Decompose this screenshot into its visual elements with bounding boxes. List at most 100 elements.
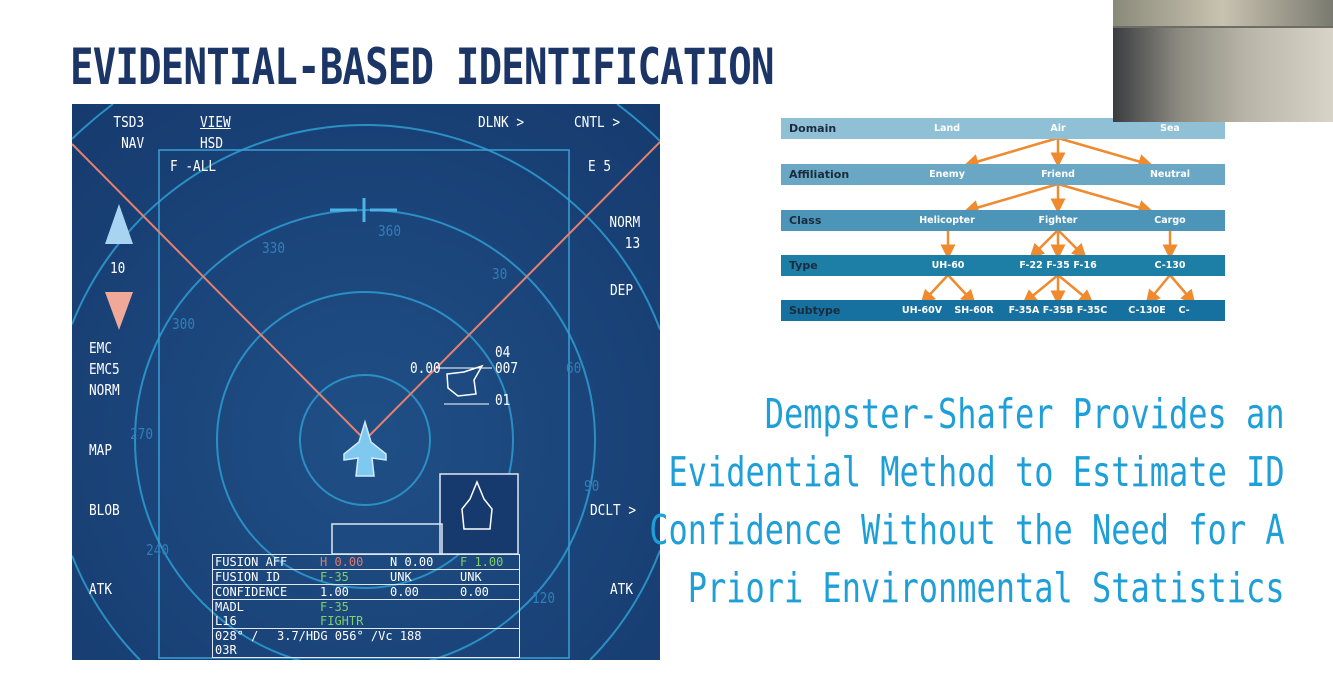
node-f-22: F-22 xyxy=(1019,260,1043,271)
node-f-16: F-16 xyxy=(1073,260,1097,271)
nav-03r: 03R xyxy=(215,643,237,657)
node-c-130e: C-130E xyxy=(1128,305,1166,316)
node-f-35b: F-35B xyxy=(1042,305,1074,316)
node-f-35c: F-35C xyxy=(1076,305,1108,316)
track-id: 01 xyxy=(495,391,511,409)
cntl-button[interactable]: CNTL > xyxy=(574,113,621,131)
cell: CONFIDENCE xyxy=(215,585,288,599)
track-altitude: 04 xyxy=(495,343,511,361)
cell: H 0.00 xyxy=(320,555,364,569)
norm: NORM xyxy=(609,213,640,231)
cell: 1.00 xyxy=(320,585,349,599)
heading-60: 60 xyxy=(566,359,582,377)
heading-240: 240 xyxy=(146,541,170,559)
tsd3: TSD3 xyxy=(113,113,144,131)
blob-button[interactable]: BLOB xyxy=(89,501,120,519)
emc: EMC xyxy=(89,339,113,357)
range-up-arrow xyxy=(105,204,133,244)
heading-90: 90 xyxy=(584,477,600,495)
dlnk-button[interactable]: DLNK > xyxy=(478,113,525,131)
node-air: Air xyxy=(1050,123,1066,134)
l16-label: L16 xyxy=(215,614,237,628)
heading-360: 360 xyxy=(378,222,402,240)
statement-line: Evidential Method to Estimate ID xyxy=(668,448,1285,496)
node-sh-60r: SH-60R xyxy=(954,305,994,316)
range-ring xyxy=(299,374,431,506)
cell: F-35 xyxy=(320,570,349,584)
node-uh-60: UH-60 xyxy=(931,260,965,271)
dclt-button[interactable]: DCLT > xyxy=(590,501,637,519)
identification-hierarchy-diagram: Domain Land Air Sea Affiliation Enemy Friend Ne… xyxy=(781,118,1225,337)
l16-value: FIGHTR xyxy=(320,614,364,628)
node-helicopter: Helicopter xyxy=(919,215,975,226)
fov-line-right xyxy=(364,141,660,441)
e5-label: E 5 xyxy=(588,157,612,175)
norm-button[interactable]: NORM 13 xyxy=(609,212,640,254)
range-heading: 3.7/HDG 056° /Vc 188 xyxy=(277,629,422,643)
norm-value: 13 xyxy=(624,234,640,252)
emc5: EMC5 xyxy=(89,360,120,378)
node-c-130j: C-130J xyxy=(1178,305,1202,337)
hierarchy-arrows xyxy=(920,136,1196,306)
source-rows: MADL F-35 L16 FIGHTR xyxy=(213,600,519,629)
webcam-main-view xyxy=(1113,28,1333,122)
bearing: 028° / xyxy=(215,629,259,643)
cell: F 1.00 xyxy=(460,555,504,569)
emc-norm: NORM xyxy=(89,381,120,399)
atk-right-button[interactable]: ATK xyxy=(610,580,634,598)
node-enemy: Enemy xyxy=(929,169,965,180)
range-ring xyxy=(72,104,660,142)
node-neutral: Neutral xyxy=(1149,169,1191,180)
heading-270: 270 xyxy=(130,425,154,443)
selected-fighter-icon xyxy=(461,480,493,530)
map-button[interactable]: MAP xyxy=(89,441,113,459)
heading-330: 330 xyxy=(262,239,286,257)
dempster-shafer-statement: Dempster-Shafer Provides an Evidential M… xyxy=(650,385,1285,617)
confidence-row: CONFIDENCE 1.00 0.00 0.00 xyxy=(213,585,519,600)
own-ship-icon xyxy=(343,419,387,477)
fusion-table: FUSION AFF H 0.00 N 0.00 F 1.00 FUSION ID F-… xyxy=(212,554,520,658)
statement-line: Confidence Without the Need for A xyxy=(649,506,1285,554)
node-cargo: Cargo xyxy=(1154,215,1186,226)
statement-line: Dempster-Shafer Provides an xyxy=(765,390,1285,438)
band-label: Subtype xyxy=(789,304,841,317)
node-f-35: F-35 xyxy=(1046,260,1070,271)
band-subtype: Subtype UH-60V SH-60R F-35A F-35B F-35C C-130E… xyxy=(781,300,1225,337)
atk-left-button[interactable]: ATK xyxy=(89,580,113,598)
node-land: Land xyxy=(933,123,961,134)
cell: UNK xyxy=(390,570,412,584)
fusion-aff-row: FUSION AFF H 0.00 N 0.00 F 1.00 xyxy=(213,555,519,570)
tactical-situation-display: TSD3 NAV VIEW HSD DLNK > CNTL > F -ALL E 5… xyxy=(72,104,660,660)
nav: NAV xyxy=(120,134,144,152)
range-ring xyxy=(72,124,660,660)
range-ring xyxy=(216,291,514,589)
band-type: Type UH-60 F-22 F-35 F-16 C-130 xyxy=(781,255,1225,276)
view-button[interactable]: VIEW HSD xyxy=(200,112,231,154)
heading-30: 30 xyxy=(492,265,508,283)
view: VIEW xyxy=(200,113,231,131)
node-uh-60v: UH-60V xyxy=(901,305,943,316)
node-friend: Friend xyxy=(1041,169,1075,180)
node-sea: Sea xyxy=(1160,123,1180,134)
node-c-130: C-130 xyxy=(1154,260,1186,271)
band-label: Affiliation xyxy=(789,168,850,181)
statement-line: Priori Environmental Statistics xyxy=(688,564,1285,612)
band-label: Type xyxy=(789,259,818,272)
band-affiliation: Affiliation Enemy Friend Neutral xyxy=(781,164,1225,185)
cell: UNK xyxy=(460,570,482,584)
heading-300: 300 xyxy=(172,315,196,333)
emc-button[interactable]: EMC EMC5 NORM xyxy=(89,338,120,401)
track-heading: 007 xyxy=(495,359,519,377)
slide-title: EVIDENTIAL-BASED IDENTIFICATION xyxy=(70,38,774,96)
tsd3-label[interactable]: TSD3 NAV xyxy=(113,112,144,154)
filter-label: F -ALL xyxy=(170,157,217,175)
dep-button[interactable]: DEP xyxy=(610,281,634,299)
radar-graphics xyxy=(72,104,660,660)
fov-line-left xyxy=(72,143,366,441)
cell: FUSION AFF xyxy=(215,555,288,569)
band-class: Class Helicopter Fighter Cargo xyxy=(781,210,1225,231)
band-label: Domain xyxy=(789,122,837,135)
nav-rows: 028° / 3.7/HDG 056° /Vc 188 03R xyxy=(213,629,519,657)
madl-value: F-35 xyxy=(320,600,349,614)
hsd: HSD xyxy=(200,134,224,152)
